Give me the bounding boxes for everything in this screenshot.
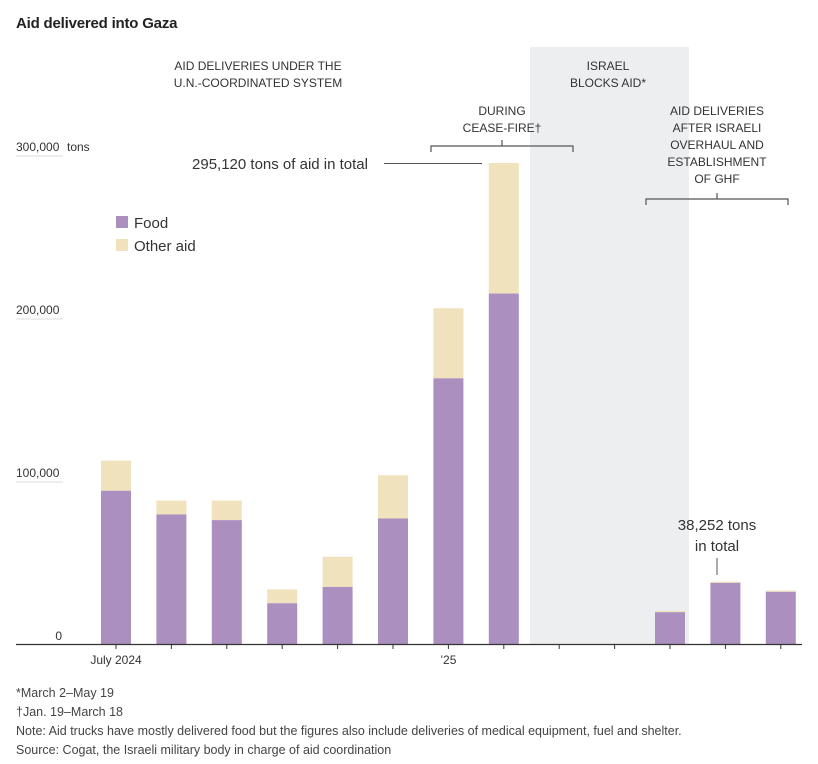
y-tick-label: 0: [55, 629, 62, 643]
annotation-israel-blocks-aid: ISRAEL: [587, 59, 630, 73]
legend-label-other: Other aid: [134, 238, 196, 255]
annotations: AID DELIVERIES UNDER THE U.N.-COORDINATED…: [174, 59, 789, 575]
annotation-israel-blocks-aid: BLOCKS AID*: [570, 76, 646, 90]
y-tick-label: 300,000: [16, 140, 60, 154]
bar-food: [101, 490, 131, 644]
x-tick-label: July 2024: [90, 653, 142, 667]
annotation-ghf: AFTER ISRAELI: [673, 121, 762, 135]
chart-note: Note: Aid trucks have mostly delivered f…: [16, 724, 682, 738]
bar-food: [378, 518, 408, 644]
bar-other-aid: [488, 162, 519, 294]
bar-food: [765, 591, 796, 644]
bars-group: [101, 162, 796, 644]
bar-other-aid: [433, 308, 464, 379]
annotation-total-ghf: in total: [695, 538, 739, 555]
y-axis: 0 100,000 200,000 300,000 tons: [16, 140, 90, 643]
bar-food: [710, 582, 741, 644]
legend-swatch-food: [116, 216, 128, 228]
annotation-ghf: OF GHF: [694, 172, 739, 186]
annotation-total-ghf: 38,252 tons: [678, 517, 756, 534]
y-tick-label: 200,000: [16, 303, 60, 317]
annotation-cease-fire: DURING: [478, 104, 525, 118]
bar-other-aid: [710, 581, 741, 583]
bar-food: [156, 514, 187, 644]
annotation-un-system: AID DELIVERIES UNDER THE: [174, 59, 341, 73]
cease-fire-bracket: [430, 140, 574, 152]
y-axis-unit-label: tons: [67, 140, 90, 154]
bar-other-aid: [655, 610, 685, 613]
annotation-ghf: OVERHAUL AND: [670, 138, 764, 152]
bar-other-aid: [211, 500, 242, 521]
annotation-total-ceasefire: 295,120 tons of aid in total: [192, 156, 368, 173]
bar-other-aid: [267, 589, 298, 604]
bar-food: [655, 612, 685, 644]
ghf-bracket: [645, 193, 789, 205]
bar-other-aid: [765, 590, 796, 592]
bar-food: [488, 293, 519, 644]
x-tick-label: ’25: [440, 653, 456, 667]
chart-title: Aid delivered into Gaza: [16, 15, 178, 32]
legend-swatch-other: [116, 239, 128, 251]
annotation-un-system: U.N.-COORDINATED SYSTEM: [174, 76, 342, 90]
bar-other-aid: [156, 500, 187, 515]
chart-footer: *March 2–May 19 †Jan. 19–March 18 Note: …: [16, 684, 682, 760]
legend-label-food: Food: [134, 215, 168, 232]
x-axis-ticks: July 2024 ’25: [90, 644, 782, 667]
bar-food: [322, 586, 353, 644]
bar-other-aid: [101, 460, 131, 491]
bar-other-aid: [378, 475, 408, 519]
chart-source: Source: Cogat, the Israeli military body…: [16, 743, 392, 757]
annotation-cease-fire: CEASE-FIRE†: [463, 121, 542, 135]
bar-food: [211, 520, 242, 644]
israel-blocks-aid-shaded-region: [530, 47, 689, 644]
legend: Food Other aid: [116, 215, 196, 255]
annotation-ghf: ESTABLISHMENT: [667, 155, 767, 169]
bar-food: [267, 603, 298, 644]
bar-other-aid: [322, 556, 353, 587]
footnote-blocks-aid: *March 2–May 19: [16, 686, 114, 700]
bar-food: [433, 378, 464, 644]
annotation-ghf: AID DELIVERIES: [670, 104, 764, 118]
y-tick-label: 100,000: [16, 466, 60, 480]
footnote-cease-fire: †Jan. 19–March 18: [16, 705, 124, 719]
